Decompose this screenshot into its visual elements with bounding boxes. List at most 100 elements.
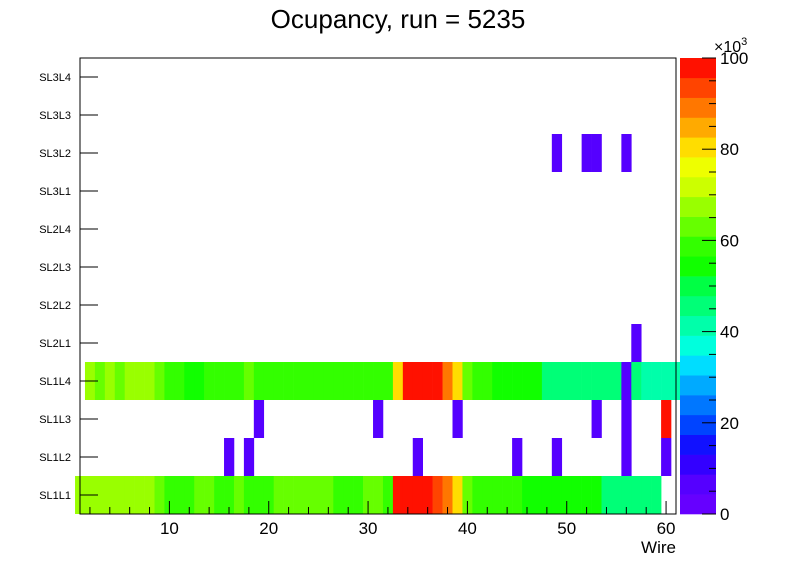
y-tick-label-SL2L3: SL2L3 <box>39 262 71 274</box>
y-tick-label-SL3L3: SL3L3 <box>39 110 71 122</box>
heatmap-cell-SL1L1-w11 <box>174 476 185 514</box>
heatmap-cell-SL1L4-w24 <box>303 362 314 400</box>
heatmap-cell-SL1L4-w19 <box>253 362 265 400</box>
heatmap-cell-SL1L1-w25 <box>313 476 324 514</box>
heatmap-cell-SL1L1-w20 <box>263 476 274 514</box>
heatmap-cell-SL1L1-w58 <box>641 476 652 514</box>
heatmap-cell-SL1L1-w41 <box>472 476 483 514</box>
y-tick-label-SL3L2: SL3L2 <box>39 148 71 160</box>
heatmap-cell-SL1L4-w29 <box>353 362 364 400</box>
heatmap-cell-SL1L1-w43 <box>492 476 503 514</box>
heatmap-cell-SL1L1-w57 <box>631 476 642 514</box>
palette-swatch-15 <box>680 196 716 217</box>
palette-swatch-2 <box>680 454 716 475</box>
heatmap-cell-SL1L1-w19 <box>253 476 265 514</box>
heatmap-cell-SL1L1-w16 <box>224 476 235 514</box>
heatmap-cell-SL1L4-w51 <box>571 362 582 400</box>
palette-swatch-12 <box>680 256 716 277</box>
palette-swatch-20 <box>680 97 716 118</box>
palette-swatch-4 <box>680 414 716 435</box>
z-tick-label-100: 100 <box>720 49 748 68</box>
x-tick-label-60: 60 <box>657 519 676 538</box>
palette-swatch-17 <box>680 157 716 178</box>
heatmap-cell-SL1L2-w35 <box>412 438 423 476</box>
y-tick-label-SL2L1: SL2L1 <box>39 338 71 350</box>
heatmap-cell-SL1L4-w39 <box>452 362 463 400</box>
heatmap-cell-SL1L4-w21 <box>273 362 284 400</box>
palette-swatch-9 <box>680 315 716 336</box>
palette-swatch-8 <box>680 335 716 356</box>
heatmap-cell-SL1L3-w39 <box>452 400 463 438</box>
heatmap-cell-SL3L2-w52 <box>581 134 592 172</box>
heatmap-cell-SL1L1-w53 <box>591 476 602 514</box>
x-axis-label: Wire <box>641 538 676 557</box>
heatmap-cell-SL1L4-w60 <box>661 362 672 400</box>
color-scale <box>680 58 716 515</box>
palette-swatch-10 <box>680 295 716 317</box>
heatmap-cell-SL1L1-w10 <box>164 476 175 514</box>
plot-frame <box>79 57 677 515</box>
heatmap-cell-SL1L4-w48 <box>541 362 553 400</box>
x-tick-label-40: 40 <box>458 519 477 538</box>
z-tick-label-60: 60 <box>720 231 739 250</box>
heatmap-cell-SL1L4-w52 <box>581 362 592 400</box>
heatmap-cell-SL1L1-w32 <box>382 476 394 514</box>
heatmap-cells <box>75 134 682 514</box>
heatmap-cell-SL1L4-w6 <box>124 362 135 400</box>
y-tick-label-SL3L4: SL3L4 <box>39 72 71 84</box>
y-tick-label-SL1L3: SL1L3 <box>39 414 71 426</box>
z-axis: 0 20 40 60 80 100 <box>702 49 748 524</box>
heatmap-cell-SL1L4-w32 <box>382 362 394 400</box>
y-tick-label-SL2L2: SL2L2 <box>39 300 71 312</box>
heatmap-cell-SL1L1-w31 <box>373 476 384 514</box>
heatmap-cell-SL1L1-w51 <box>571 476 582 514</box>
heatmap-cell-SL1L2-w16 <box>224 438 235 476</box>
heatmap-cell-SL1L1-w44 <box>502 476 513 514</box>
palette-swatch-1 <box>680 474 716 495</box>
heatmap-cell-SL1L4-w13 <box>194 362 205 400</box>
heatmap-cell-SL1L4-w16 <box>224 362 235 400</box>
heatmap-cell-SL1L4-w20 <box>263 362 274 400</box>
heatmap-cell-SL1L1-w35 <box>412 476 423 514</box>
palette-swatch-22 <box>680 58 716 79</box>
heatmap-cell-SL1L1-w17 <box>233 476 245 514</box>
z-tick-label-0: 0 <box>720 505 729 524</box>
heatmap-cell-SL1L1-w55 <box>611 476 622 514</box>
heatmap-cell-SL1L4-w14 <box>204 362 215 400</box>
heatmap-cell-SL1L1-w38 <box>442 476 453 514</box>
palette-swatch-6 <box>680 375 716 396</box>
heatmap-cell-SL1L1-w59 <box>651 476 662 514</box>
heatmap-cell-SL1L4-w54 <box>601 362 612 400</box>
heatmap-cell-SL1L4-w53 <box>591 362 602 400</box>
heatmap-cell-SL1L4-w4 <box>104 362 116 400</box>
heatmap-cell-SL1L4-w36 <box>422 362 433 400</box>
palette-swatch-18 <box>680 137 716 158</box>
heatmap-cell-SL1L1-w37 <box>432 476 443 514</box>
heatmap-cell-SL1L1-w18 <box>243 476 255 514</box>
palette-swatch-19 <box>680 117 716 138</box>
heatmap-cell-SL1L4-w15 <box>214 362 225 400</box>
heatmap-cell-SL1L1-w30 <box>363 476 374 514</box>
heatmap-cell-SL1L1-w42 <box>482 476 493 514</box>
heatmap-cell-SL1L4-w38 <box>442 362 453 400</box>
heatmap-cell-SL1L4-w22 <box>283 362 294 400</box>
palette-swatch-7 <box>680 355 716 376</box>
heatmap-cell-SL1L4-w41 <box>472 362 483 400</box>
z-axis-multiplier-base: ×10 <box>714 39 741 56</box>
heatmap-cell-SL3L2-w56 <box>621 134 632 172</box>
heatmap-cell-SL1L4-w27 <box>333 362 344 400</box>
heatmap-cell-SL1L1-w9 <box>154 476 165 514</box>
heatmap-cell-SL1L3-w53 <box>591 400 602 438</box>
heatmap-cell-SL1L4-w33 <box>392 362 404 400</box>
heatmap-cell-SL1L1-w48 <box>541 476 553 514</box>
heatmap-cell-SL1L4-w5 <box>114 362 125 400</box>
palette-swatch-21 <box>680 77 716 98</box>
heatmap-cell-SL3L2-w49 <box>551 134 563 172</box>
heatmap-cell-SL1L1-w24 <box>303 476 314 514</box>
heatmap-cell-SL1L4-w46 <box>522 362 533 400</box>
palette-swatch-3 <box>680 434 716 455</box>
heatmap-cell-SL1L4-w28 <box>343 362 354 400</box>
heatmap-cell-SL1L4-w30 <box>363 362 374 400</box>
heatmap-cell-SL1L1-w27 <box>333 476 344 514</box>
palette-swatch-5 <box>680 395 716 416</box>
